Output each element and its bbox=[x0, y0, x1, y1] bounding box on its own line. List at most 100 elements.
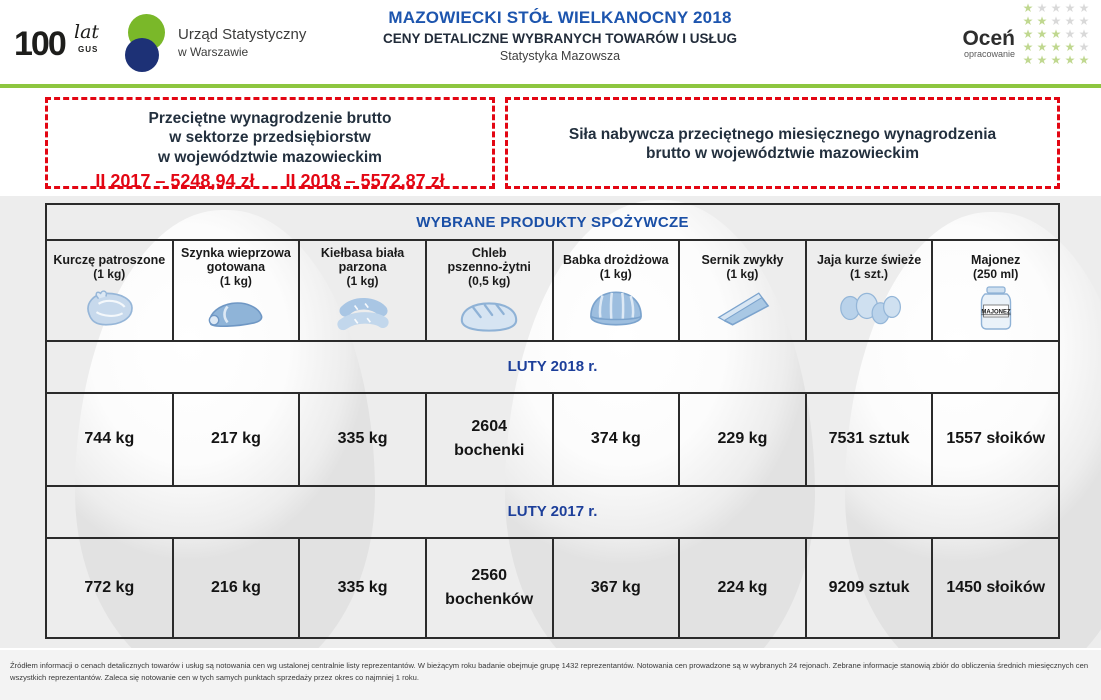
star-icon[interactable]: ★ bbox=[1078, 27, 1090, 41]
pp-box-line2: brutto w województwie mazowieckim bbox=[645, 145, 919, 163]
value-2017-mayonnaise: 1450 słoików bbox=[931, 536, 1060, 639]
value-2018-mayonnaise: 1557 słoików bbox=[931, 391, 1060, 487]
value-2018-eggs: 7531 sztuk bbox=[804, 391, 934, 487]
chicken-icon bbox=[47, 284, 172, 332]
star-icon[interactable]: ★ bbox=[1022, 1, 1034, 15]
value-2017-bundt: 367 kg bbox=[551, 536, 681, 639]
product-unit: (1 szt.) bbox=[850, 266, 889, 281]
page-title: MAZOWIECKI STÓŁ WIELKANOCNY 2018 CENY DE… bbox=[300, 8, 820, 63]
average-wage-box: Przeciętne wynagrodzenie brutto w sektor… bbox=[45, 97, 495, 192]
star-icon[interactable]: ★ bbox=[1064, 1, 1076, 15]
star-row[interactable]: ★ ★ ★ ★ ★ bbox=[1021, 28, 1091, 41]
product-unit: (1 kg) bbox=[346, 273, 379, 288]
rate-label-main: Oceń bbox=[962, 27, 1015, 50]
value-2017-ham: 216 kg bbox=[171, 536, 301, 639]
value-2017-cheesecake: 224 kg bbox=[678, 536, 807, 639]
gus-100-years-logo: 100 lat GUS bbox=[14, 15, 116, 71]
wage-box-line3: w województwie mazowieckim bbox=[158, 148, 382, 166]
product-header-mayonnaise: Majonez (250 ml) MAJONEZ bbox=[931, 239, 1060, 342]
source-footnote: Źródłem informacji o cenach detalicznych… bbox=[0, 650, 1101, 700]
star-row[interactable]: ★ ★ ★ ★ ★ bbox=[1021, 41, 1091, 54]
product-unit: (1 kg) bbox=[599, 266, 632, 281]
star-icon[interactable]: ★ bbox=[1036, 14, 1048, 28]
values-2018-row: 744 kg 217 kg 335 kg 2604 bochenki 374 k… bbox=[45, 391, 1060, 487]
product-name: Majonez bbox=[971, 253, 1021, 268]
star-row[interactable]: ★ ★ ★ ★ ★ bbox=[1021, 54, 1091, 67]
star-icon[interactable]: ★ bbox=[1050, 40, 1062, 54]
value-2017-bread: 2560 bochenków bbox=[424, 536, 554, 639]
star-icon[interactable]: ★ bbox=[1022, 40, 1034, 54]
product-header-chicken: Kurczę patroszone (1 kg) bbox=[45, 239, 174, 342]
product-header-bundt-cake: Babka drożdżowa (1 kg) bbox=[551, 239, 681, 342]
rate-labels: Oceń opracowanie bbox=[962, 28, 1015, 67]
value-2017-eggs: 9209 sztuk bbox=[804, 536, 934, 639]
product-header-row: Kurczę patroszone (1 kg) Szynka wieprzow… bbox=[45, 239, 1060, 342]
eggs-icon bbox=[807, 284, 932, 332]
star-icon[interactable]: ★ bbox=[1078, 1, 1090, 15]
subtitle: CENY DETALICZNE WYBRANYCH TOWARÓW I USŁU… bbox=[383, 31, 737, 46]
star-icon[interactable]: ★ bbox=[1078, 14, 1090, 28]
rate-publication-widget[interactable]: Oceń opracowanie ★ ★ ★ ★ ★ ★ ★ ★ ★ ★ ★ ★ ★ ★ ★ ★ ★ ★ ★ ★ ★ ★ ★… bbox=[962, 2, 1091, 67]
product-name: Chleb pszenno-żytni bbox=[447, 246, 531, 275]
star-icon[interactable]: ★ bbox=[1064, 53, 1076, 67]
wage-box-line2: w sektorze przedsiębiorstw bbox=[169, 129, 371, 147]
table-title-row: WYBRANE PRODUKTY SPOŻYWCZE bbox=[45, 203, 1060, 241]
product-header-white-sausage: Kiełbasa biała parzona (1 kg) bbox=[298, 239, 427, 342]
period-2018-label: LUTY 2018 r. bbox=[45, 339, 1060, 394]
star-icon[interactable]: ★ bbox=[1064, 40, 1076, 54]
star-icon[interactable]: ★ bbox=[1064, 14, 1076, 28]
product-name: Sernik zwykły bbox=[701, 253, 784, 268]
product-name: Kurczę patroszone bbox=[53, 253, 166, 268]
office-name-line1: Urząd Statystyczny bbox=[178, 26, 307, 44]
selected-food-products-table: WYBRANE PRODUKTY SPOŻYWCZE Kurczę patros… bbox=[45, 203, 1060, 639]
wage-value-2018: II 2018 – 5572,87 zł bbox=[285, 171, 445, 192]
product-header-bread: Chleb pszenno-żytni (0,5 kg) bbox=[424, 239, 554, 342]
cheesecake-slice-icon bbox=[680, 284, 805, 332]
star-icon[interactable]: ★ bbox=[1036, 27, 1048, 41]
star-icon[interactable]: ★ bbox=[1036, 40, 1048, 54]
star-icon[interactable]: ★ bbox=[1050, 53, 1062, 67]
product-name: Babka drożdżowa bbox=[563, 253, 669, 268]
period-2018-row: LUTY 2018 r. bbox=[45, 339, 1060, 394]
product-unit: (250 ml) bbox=[973, 266, 1019, 281]
series-name: Statystyka Mazowsza bbox=[499, 49, 621, 63]
product-header-cheesecake: Sernik zwykły (1 kg) bbox=[678, 239, 807, 342]
table-title: WYBRANE PRODUKTY SPOŻYWCZE bbox=[45, 203, 1060, 241]
product-unit: (1 kg) bbox=[726, 266, 759, 281]
logos: 100 lat GUS Urząd Statystyczny w Warszaw… bbox=[14, 8, 306, 78]
pp-box-line1: Siła nabywcza przeciętnego miesięcznego … bbox=[568, 126, 997, 143]
green-divider-line bbox=[0, 84, 1101, 88]
star-icon[interactable]: ★ bbox=[1022, 53, 1034, 67]
star-icon[interactable]: ★ bbox=[1036, 53, 1048, 67]
star-icon[interactable]: ★ bbox=[1036, 1, 1048, 15]
value-2018-ham: 217 kg bbox=[171, 391, 301, 487]
wage-box-line1: Przeciętne wynagrodzenie brutto bbox=[148, 110, 392, 127]
star-row[interactable]: ★ ★ ★ ★ ★ bbox=[1021, 15, 1091, 28]
main-title: MAZOWIECKI STÓŁ WIELKANOCNY 2018 bbox=[388, 8, 732, 27]
star-icon[interactable]: ★ bbox=[1050, 27, 1062, 41]
star-icon[interactable]: ★ bbox=[1078, 53, 1090, 67]
star-row[interactable]: ★ ★ ★ ★ ★ bbox=[1021, 2, 1091, 15]
logo-lat-script: lat bbox=[74, 21, 100, 43]
logo-100-number: 100 bbox=[14, 25, 67, 63]
value-2018-bundt: 374 kg bbox=[551, 391, 681, 487]
star-icon[interactable]: ★ bbox=[1064, 27, 1076, 41]
star-icon[interactable]: ★ bbox=[1022, 27, 1034, 41]
star-icon[interactable]: ★ bbox=[1022, 14, 1034, 28]
rating-stars[interactable]: ★ ★ ★ ★ ★ ★ ★ ★ ★ ★ ★ ★ ★ ★ ★ ★ ★ ★ ★ ★ ★ ★ ★ ★ ★ bbox=[1021, 2, 1091, 67]
page-header: 100 lat GUS Urząd Statystyczny w Warszaw… bbox=[0, 0, 1101, 84]
purchasing-power-box: Siła nabywcza przeciętnego miesięcznego … bbox=[505, 97, 1060, 189]
period-2017-row: LUTY 2017 r. bbox=[45, 484, 1060, 539]
bundt-cake-icon bbox=[554, 284, 679, 332]
logo-gus-abbrev: GUS bbox=[78, 45, 99, 54]
star-icon[interactable]: ★ bbox=[1078, 40, 1090, 54]
star-icon[interactable]: ★ bbox=[1050, 14, 1062, 28]
statistical-office-logo-icon bbox=[124, 12, 168, 74]
wage-value-2017: II 2017 – 5248,94 zł bbox=[95, 171, 255, 192]
product-name: Szynka wieprzowa gotowana bbox=[181, 246, 291, 275]
product-unit: (0,5 kg) bbox=[468, 273, 511, 288]
mayonnaise-jar-icon: MAJONEZ bbox=[933, 284, 1058, 332]
office-name-line2: w Warszawie bbox=[178, 44, 249, 59]
value-2018-cheesecake: 229 kg bbox=[678, 391, 807, 487]
star-icon[interactable]: ★ bbox=[1050, 1, 1062, 15]
